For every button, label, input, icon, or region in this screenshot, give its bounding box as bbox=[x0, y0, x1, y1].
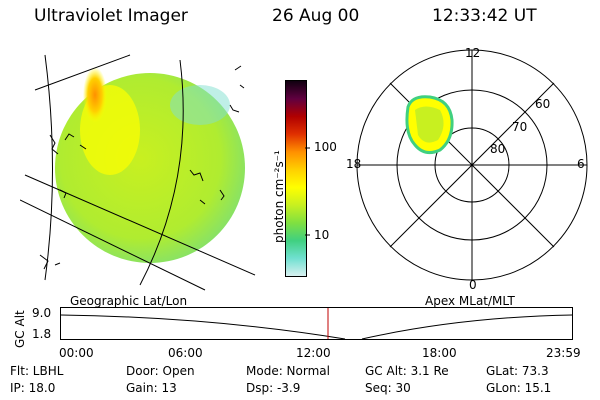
geo-grid-line bbox=[20, 199, 206, 291]
status-gain: Gain: 13 bbox=[126, 381, 177, 395]
geo-panel-label: Geographic Lat/Lon bbox=[70, 294, 188, 308]
colorbar-tick-100: 100 bbox=[314, 140, 337, 154]
geo-grid-line bbox=[34, 54, 131, 91]
aurora-hotspot bbox=[83, 67, 107, 123]
timeline-axis-label: GC Alt bbox=[13, 310, 27, 348]
geo-grid-line bbox=[44, 54, 53, 281]
altitude-curve bbox=[60, 314, 573, 340]
aurora-oval-core bbox=[415, 106, 444, 143]
status-gcalt: GC Alt: 3.1 Re bbox=[365, 364, 449, 378]
aurora-edge-region bbox=[170, 85, 230, 125]
colorbar-tick-10: 10 bbox=[314, 228, 330, 242]
coastline bbox=[39, 65, 245, 270]
polar-panel bbox=[356, 49, 588, 281]
mlt-label-12: 12 bbox=[465, 46, 481, 60]
mlat-label-70: 70 bbox=[512, 120, 528, 134]
mlt-label-0: 0 bbox=[469, 278, 477, 292]
mlat-label-80: 80 bbox=[490, 142, 506, 156]
timeline-tick-2359: 23:59 bbox=[546, 346, 581, 360]
geo-grid-line bbox=[139, 59, 184, 286]
colorbar-unit-label: photon cm⁻²s⁻¹ bbox=[272, 150, 286, 243]
timeline-tick-0000: 00:00 bbox=[59, 346, 94, 360]
colorbar-ticks bbox=[305, 147, 310, 236]
status-glon: GLon: 15.1 bbox=[486, 381, 552, 395]
instrument-title: Ultraviolet Imager bbox=[34, 6, 188, 26]
polar-panel-label: Apex MLat/MLT bbox=[425, 294, 515, 308]
mlt-label-6: 6 bbox=[577, 157, 585, 171]
timeline-plot bbox=[60, 307, 573, 340]
status-dsp: Dsp: -3.9 bbox=[246, 381, 301, 395]
time-label: 12:33:42 UT bbox=[432, 6, 537, 26]
timeline-tick-1200: 12:00 bbox=[296, 346, 331, 360]
colorbar bbox=[285, 80, 307, 277]
timeline-frame bbox=[60, 307, 573, 340]
date-label: 26 Aug 00 bbox=[272, 6, 360, 26]
timeline-tick-0600: 06:00 bbox=[168, 346, 203, 360]
timeline-tick-1800: 18:00 bbox=[422, 346, 457, 360]
mlat-label-60: 60 bbox=[535, 97, 551, 111]
geographic-image-panel bbox=[20, 54, 256, 291]
timeline-y-bottom: 1.8 bbox=[32, 327, 52, 341]
status-mode: Mode: Normal bbox=[246, 364, 330, 378]
timeline-y-top: 9.0 bbox=[32, 306, 52, 320]
status-flt: Flt: LBHL bbox=[10, 364, 64, 378]
status-door: Door: Open bbox=[126, 364, 195, 378]
status-glat: GLat: 73.3 bbox=[486, 364, 549, 378]
mlt-label-18: 18 bbox=[346, 157, 362, 171]
status-seq: Seq: 30 bbox=[365, 381, 411, 395]
polar-axis-diag bbox=[389, 82, 555, 248]
status-ip: IP: 18.0 bbox=[10, 381, 56, 395]
